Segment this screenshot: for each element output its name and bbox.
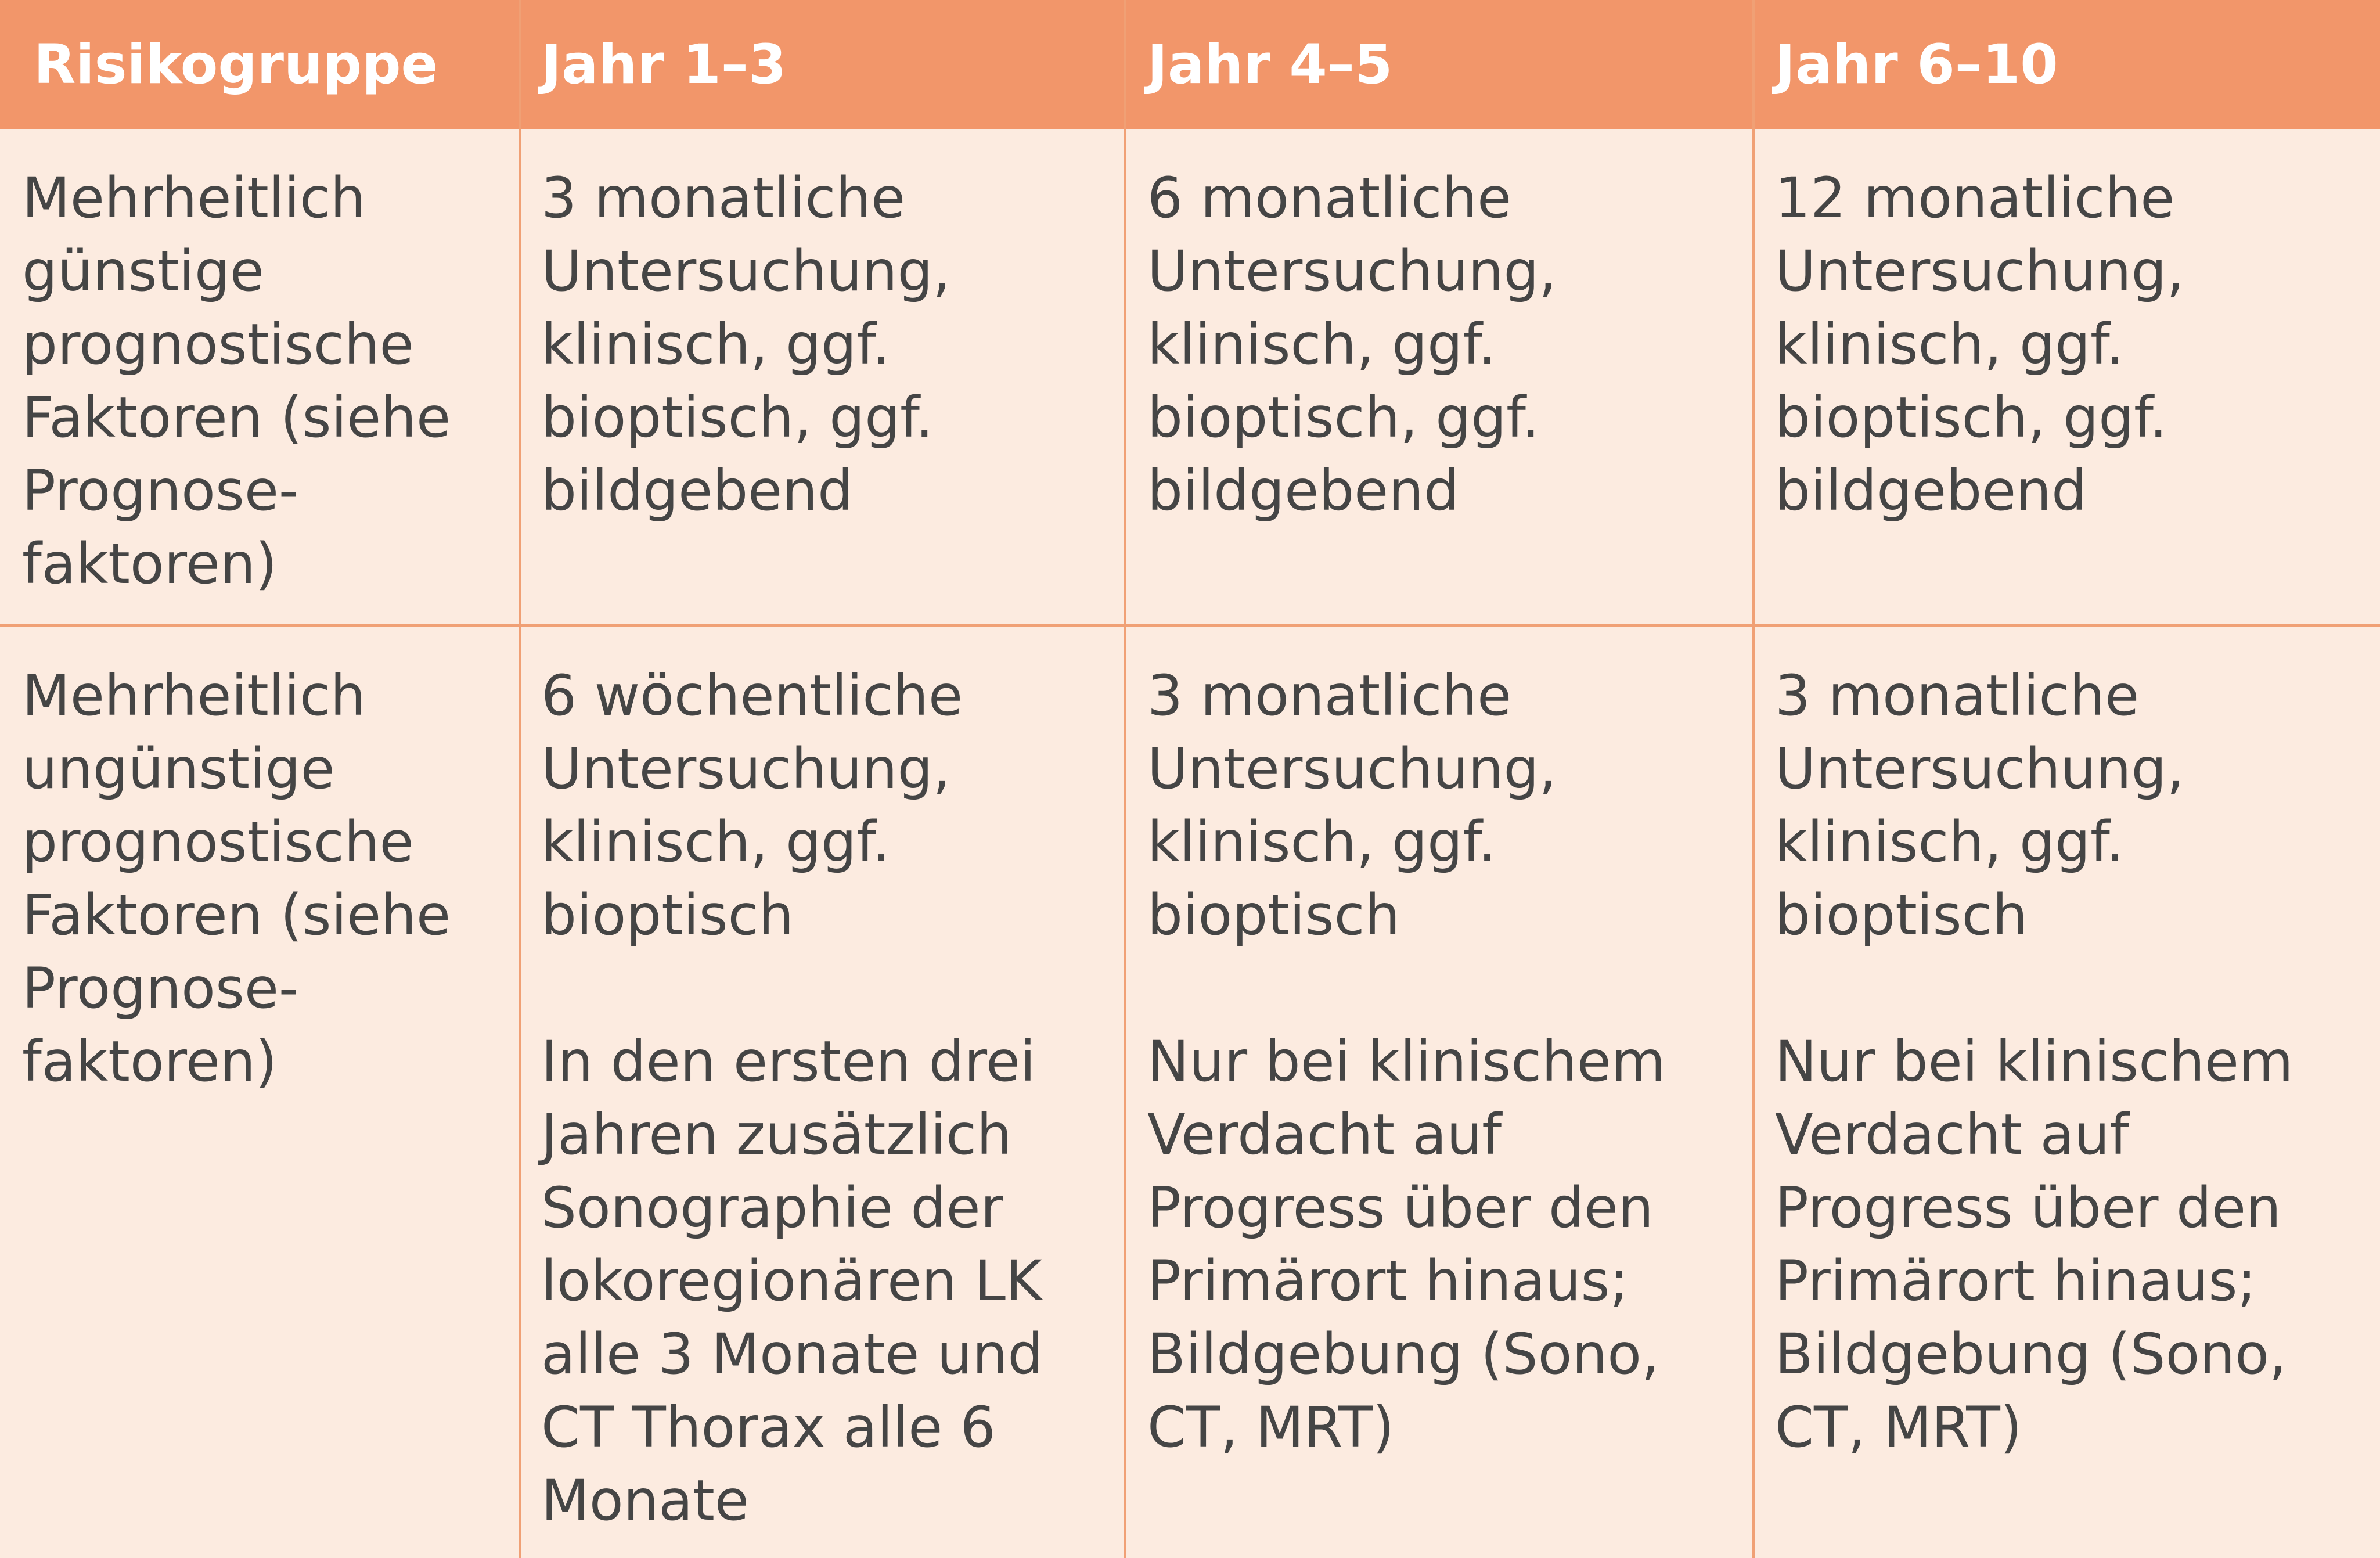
row1-year-4-5: 6 monatliche Untersuchung, klinisch, ggf… (1147, 161, 1734, 527)
column-divider (1752, 0, 1755, 1558)
column-divider (1124, 0, 1126, 1558)
header-jahr-4-5: Jahr 4–5 (1147, 33, 1393, 96)
header-risikogruppe: Risikogruppe (34, 33, 438, 96)
row1-risk-group: Mehrheitlich günstige prognostische Fakt… (22, 161, 510, 600)
header-jahr-1-3: Jahr 1–3 (541, 33, 787, 96)
cell-text: 3 monatliche Untersuchung, klinisch, ggf… (1775, 663, 2184, 948)
column-divider (519, 0, 521, 1558)
row2-year-4-5: 3 monatliche Untersuchung, klinisch, ggf… (1147, 659, 1734, 1464)
row2-year-6-10: 3 monatliche Untersuchung, klinisch, ggf… (1775, 659, 2361, 1464)
cell-text: Mehrheitlich günstige prognostische Fakt… (22, 165, 451, 596)
row2-year-1-3: 6 wöchentliche Untersuchung, klinisch, g… (541, 659, 1099, 1537)
row-divider (0, 624, 2380, 627)
cell-note: Nur bei klinischem Verdacht auf Progress… (1147, 1029, 1666, 1460)
cell-text: 6 monatliche Untersuchung, klinisch, ggf… (1147, 165, 1557, 523)
table-header-row (0, 0, 2380, 129)
cell-text: 3 monatliche Untersuchung, klinisch, ggf… (541, 165, 950, 523)
row2-risk-group: Mehrheitlich ungünstige prognostische Fa… (22, 659, 510, 1098)
row1-year-6-10: 12 monatliche Untersuchung, klinisch, gg… (1775, 161, 2361, 527)
cell-note: Nur bei klinischem Verdacht auf Progress… (1775, 1029, 2293, 1460)
cell-text: 12 monatliche Untersuchung, klinisch, gg… (1775, 165, 2184, 523)
cell-text: Mehrheitlich ungünstige prognostische Fa… (22, 663, 451, 1094)
cell-text: 3 monatliche Untersuchung, klinisch, ggf… (1147, 663, 1557, 948)
header-jahr-6-10: Jahr 6–10 (1775, 33, 2058, 96)
cell-note: In den ersten drei Jahren zusätzlich Son… (541, 1029, 1043, 1533)
row1-year-1-3: 3 monatliche Untersuchung, klinisch, ggf… (541, 161, 1099, 527)
cell-text: 6 wöchentliche Untersuchung, klinisch, g… (541, 663, 963, 948)
